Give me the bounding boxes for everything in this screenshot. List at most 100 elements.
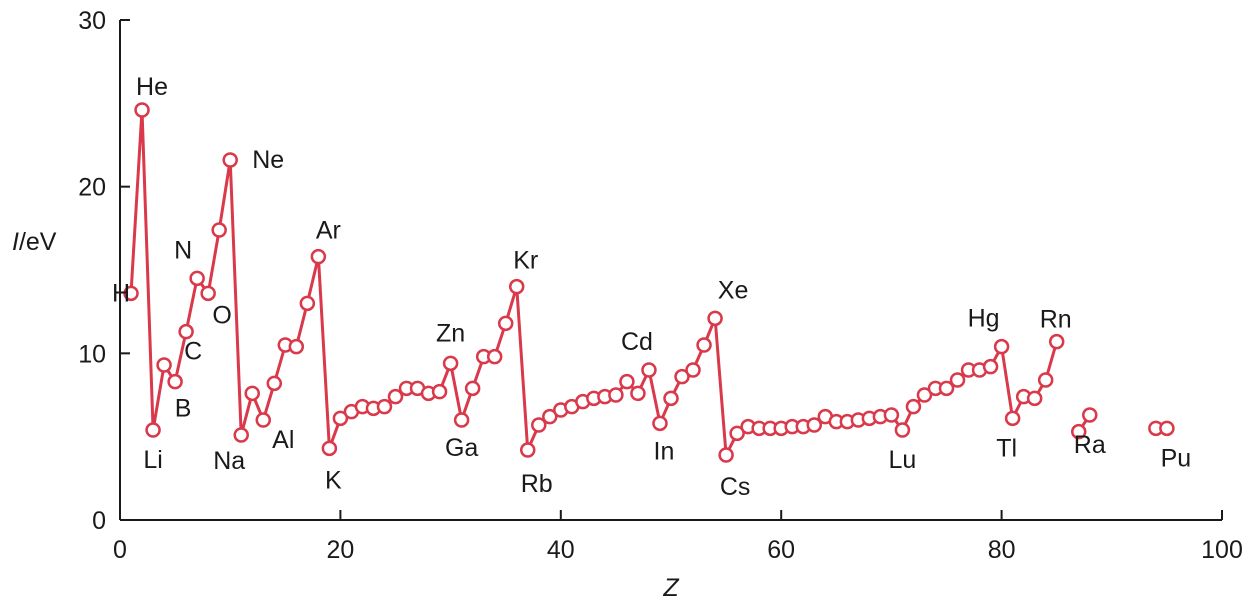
element-label-ar: Ar bbox=[316, 217, 341, 245]
element-label-cd: Cd bbox=[621, 328, 653, 356]
data-point bbox=[949, 372, 966, 388]
data-point bbox=[993, 338, 1010, 355]
data-point bbox=[542, 408, 558, 425]
data-point bbox=[167, 373, 183, 390]
data-point bbox=[376, 398, 393, 415]
element-label-xe: Xe bbox=[718, 276, 749, 304]
x-tick-label: 20 bbox=[326, 536, 354, 564]
data-point bbox=[729, 425, 745, 442]
data-point bbox=[883, 407, 900, 423]
x-axis-label: Z bbox=[662, 574, 679, 600]
element-label-na: Na bbox=[213, 447, 245, 475]
data-point bbox=[519, 442, 536, 458]
series-points bbox=[123, 102, 1175, 463]
data-point bbox=[696, 337, 712, 353]
data-point bbox=[310, 248, 327, 265]
element-label-rn: Rn bbox=[1040, 306, 1072, 334]
data-point bbox=[255, 412, 272, 428]
data-point bbox=[123, 285, 139, 302]
element-label-kr: Kr bbox=[513, 247, 538, 275]
element-label-pu: Pu bbox=[1161, 444, 1192, 472]
axes: 0 20 40 60 80 100 0 10 20 30 bbox=[78, 7, 1243, 564]
data-point bbox=[663, 390, 679, 407]
x-ticks: 0 20 40 60 80 100 bbox=[113, 510, 1243, 564]
element-label-ne: Ne bbox=[252, 146, 284, 174]
element-label-h: H bbox=[112, 279, 130, 307]
data-point bbox=[1037, 372, 1054, 388]
data-point bbox=[916, 387, 933, 403]
data-point bbox=[508, 278, 525, 295]
element-label-he: He bbox=[136, 73, 168, 101]
data-point bbox=[453, 412, 470, 428]
x-tick-label: 0 bbox=[113, 536, 127, 564]
data-point bbox=[718, 447, 734, 463]
data-point bbox=[178, 323, 194, 340]
x-tick-label: 100 bbox=[1201, 536, 1243, 564]
data-point bbox=[707, 310, 723, 327]
element-label-ra: Ra bbox=[1074, 431, 1106, 459]
element-label-tl: Tl bbox=[996, 434, 1017, 462]
series-lines bbox=[129, 108, 1167, 457]
element-label-n: N bbox=[174, 236, 192, 264]
data-point bbox=[244, 385, 260, 402]
data-point bbox=[222, 152, 238, 168]
element-label-in: In bbox=[654, 437, 675, 465]
element-label-zn: Zn bbox=[436, 319, 465, 347]
data-point bbox=[894, 422, 911, 438]
element-label-rb: Rb bbox=[521, 470, 553, 498]
data-point bbox=[531, 417, 547, 433]
element-label-hg: Hg bbox=[968, 305, 1000, 333]
y-axis-label: I/eV bbox=[12, 228, 57, 256]
data-point bbox=[652, 415, 668, 432]
x-tick-label: 60 bbox=[767, 536, 795, 564]
element-labels: H He Li B C N O Ne Na Al Ar K Zn Ga Kr Rb Cd In Xe Cs Lu Hg Tl… bbox=[112, 73, 1191, 501]
data-point bbox=[299, 295, 316, 312]
data-point bbox=[321, 440, 338, 457]
element-label-cs: Cs bbox=[720, 473, 751, 501]
y-tick-label: 20 bbox=[78, 174, 106, 202]
data-point bbox=[266, 375, 283, 392]
element-label-o: O bbox=[212, 301, 231, 329]
data-point bbox=[641, 362, 657, 378]
data-point bbox=[1070, 423, 1087, 440]
data-point bbox=[1159, 420, 1175, 437]
data-point bbox=[608, 387, 624, 403]
data-point bbox=[1026, 390, 1043, 407]
x-tick-label: 40 bbox=[547, 536, 575, 564]
data-point bbox=[387, 388, 404, 405]
data-point bbox=[938, 380, 955, 397]
data-point bbox=[1082, 407, 1098, 423]
element-label-ga: Ga bbox=[445, 434, 478, 462]
data-point bbox=[134, 102, 150, 118]
data-point bbox=[464, 380, 481, 397]
data-point bbox=[1048, 333, 1065, 350]
y-ticks: 0 10 20 30 bbox=[78, 7, 130, 535]
data-point bbox=[685, 362, 701, 378]
data-point bbox=[189, 270, 205, 287]
data-point bbox=[332, 410, 349, 427]
data-point bbox=[442, 355, 459, 372]
data-point bbox=[431, 383, 448, 400]
data-point bbox=[156, 357, 172, 373]
data-point bbox=[288, 338, 305, 355]
element-label-al: Al bbox=[272, 426, 294, 454]
data-point bbox=[630, 385, 646, 402]
x-tick-label: 80 bbox=[988, 536, 1016, 564]
data-point bbox=[200, 285, 216, 302]
element-label-b: B bbox=[175, 395, 192, 423]
element-label-li: Li bbox=[143, 446, 162, 474]
data-point bbox=[497, 315, 514, 332]
element-label-c: C bbox=[184, 338, 202, 366]
element-label-k: K bbox=[325, 466, 342, 494]
data-point bbox=[905, 398, 922, 415]
data-point bbox=[674, 368, 690, 385]
data-point bbox=[145, 422, 161, 438]
y-tick-label: 10 bbox=[78, 340, 106, 368]
data-point bbox=[211, 222, 227, 238]
data-point bbox=[619, 373, 635, 390]
data-point bbox=[233, 427, 249, 443]
data-point bbox=[1004, 410, 1021, 427]
y-tick-label: 0 bbox=[92, 507, 106, 535]
data-point bbox=[982, 358, 999, 375]
